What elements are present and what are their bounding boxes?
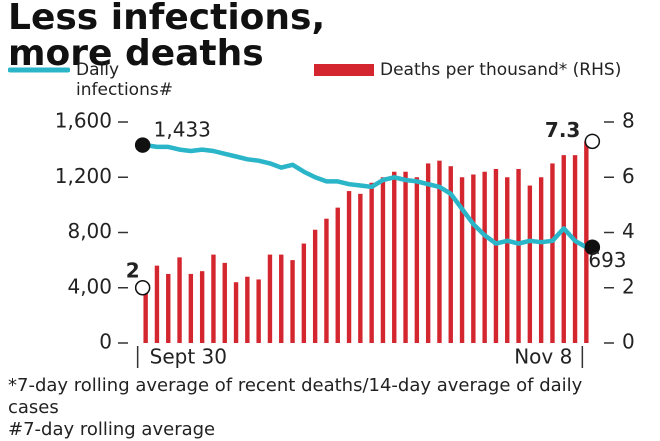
bar (256, 279, 261, 343)
y-tick-label: 0 (99, 330, 112, 354)
bar (312, 229, 318, 343)
line (145, 142, 588, 250)
bar (154, 265, 160, 343)
y-tick-label: 1,200 (55, 164, 112, 188)
y2-tick-label: 2 (622, 274, 635, 298)
y-tick-label: 8,00 (67, 219, 112, 243)
bar (425, 163, 431, 343)
bar (233, 282, 239, 343)
y-tick-label: 4,00 (67, 274, 112, 298)
bar (301, 243, 307, 343)
y2-tick-label: 6 (622, 164, 635, 188)
bar (505, 177, 510, 343)
bar (267, 254, 273, 343)
data-label: 7.3 (545, 118, 580, 142)
bar (527, 185, 533, 343)
bar (437, 160, 442, 343)
bar (471, 174, 476, 343)
data-label: 693 (588, 248, 626, 272)
legend-swatch-bar (314, 64, 374, 76)
bar (448, 166, 453, 343)
bar (538, 177, 544, 343)
bar (414, 177, 420, 343)
bar (561, 155, 566, 343)
bar (572, 155, 578, 343)
y2-tick-label: 8 (622, 109, 635, 133)
bar (245, 276, 250, 343)
bar (482, 171, 487, 343)
bar (177, 257, 182, 343)
bar (403, 171, 408, 343)
y-tick-label: 1,600 (55, 109, 112, 133)
bar (166, 273, 171, 343)
bar (222, 262, 227, 343)
bar (199, 271, 205, 343)
y2-tick-label: 0 (622, 330, 635, 354)
footnote: #7-day rolling average (8, 419, 216, 440)
footnote: *7-day rolling average of recent deaths/… (8, 375, 583, 418)
bar (550, 163, 555, 343)
legend-label: Deaths per thousand* (RHS) (380, 60, 622, 80)
bar (584, 141, 589, 343)
bar (143, 287, 148, 343)
x-tick-label: Sept 30 (150, 345, 227, 369)
point-marker (584, 239, 601, 256)
point-marker (134, 280, 151, 296)
bar (392, 171, 397, 343)
legend-swatch-line (8, 67, 70, 73)
bar (459, 177, 465, 343)
bar (335, 207, 340, 343)
legend-label: Daily infections# (76, 60, 173, 100)
data-label: 2 (126, 258, 140, 282)
bar (369, 182, 374, 343)
bar (380, 177, 386, 343)
y2-tick-label: 4 (622, 219, 635, 243)
bar (211, 254, 216, 343)
data-label: 1,433 (154, 118, 211, 142)
bar (324, 218, 329, 343)
bar (516, 168, 521, 343)
bar (346, 191, 352, 343)
x-tick-label: Nov 8 (514, 345, 572, 369)
point-marker (584, 133, 601, 150)
bar (279, 254, 284, 343)
bar (290, 260, 295, 343)
bar (493, 168, 499, 343)
point-marker (134, 137, 151, 153)
bar (358, 193, 363, 343)
chart-title: Less infections, more deaths (8, 0, 326, 74)
bar (188, 273, 194, 343)
